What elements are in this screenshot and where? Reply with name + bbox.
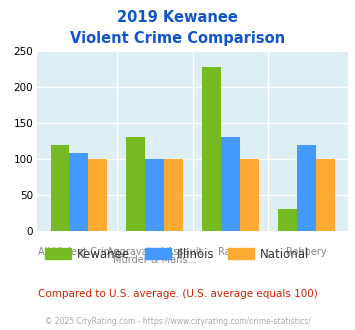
Text: Violent Crime Comparison: Violent Crime Comparison <box>70 31 285 46</box>
Bar <box>202 67 221 231</box>
Bar <box>88 159 107 231</box>
Bar <box>278 210 297 231</box>
Text: All Violent Crime: All Violent Crime <box>38 247 120 257</box>
Text: Aggravated Assault: Aggravated Assault <box>107 247 202 257</box>
Bar <box>145 159 164 231</box>
Text: Robbery: Robbery <box>286 247 327 257</box>
Text: 2019 Kewanee: 2019 Kewanee <box>117 10 238 25</box>
Text: © 2025 CityRating.com - https://www.cityrating.com/crime-statistics/: © 2025 CityRating.com - https://www.city… <box>45 317 310 326</box>
Bar <box>70 153 88 231</box>
Bar <box>316 159 335 231</box>
Bar <box>126 138 145 231</box>
Legend: Kewanee, Illinois, National: Kewanee, Illinois, National <box>43 245 312 263</box>
Bar <box>297 145 316 231</box>
Text: Rape: Rape <box>218 247 243 257</box>
Bar <box>164 159 183 231</box>
Bar <box>221 138 240 231</box>
Text: Compared to U.S. average. (U.S. average equals 100): Compared to U.S. average. (U.S. average … <box>38 289 317 299</box>
Text: Murder & Mans...: Murder & Mans... <box>113 255 196 265</box>
Bar <box>240 159 259 231</box>
Bar <box>50 145 70 231</box>
